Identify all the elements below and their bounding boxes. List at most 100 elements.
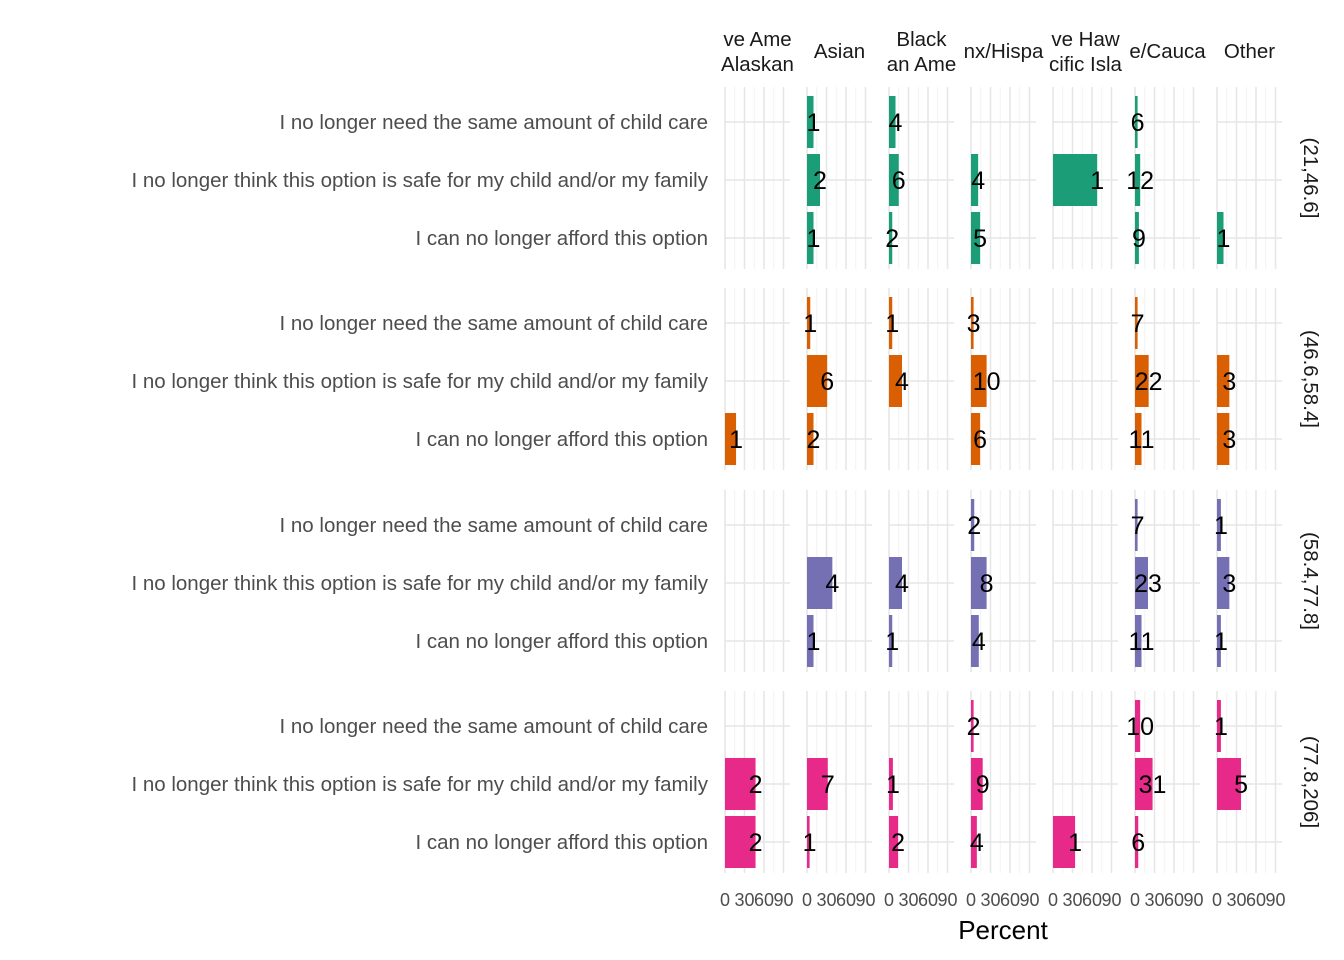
data-label: 1 [807,225,821,253]
data-label: 1 [807,628,821,656]
bar [971,413,981,465]
x-tick-label: 60 [1000,890,1020,910]
data-label: 8 [980,570,994,598]
x-tick-label: 90 [937,890,957,910]
bar [889,355,902,407]
bar [1135,413,1142,465]
x-tick-label: 90 [1265,890,1285,910]
data-label: 10 [973,368,1001,396]
bar [807,615,814,667]
bar [1135,816,1139,868]
column-strip-label: e/Cauca [1129,40,1206,63]
data-label: 1 [729,426,743,454]
column-strip-label: ve Ame [723,28,791,51]
x-tick-label: 0 [884,890,894,910]
category-label: I no longer need the same amount of chil… [280,715,709,738]
bar [1217,758,1242,810]
row-strip-label: (77.8,206] [1299,736,1322,828]
data-label: 3 [967,310,981,338]
column-strip-label: Alaskan [721,53,794,76]
category-label: I no longer need the same amount of chil… [280,514,709,537]
data-label: 9 [976,771,990,799]
data-label: 9 [1132,225,1146,253]
bar [1135,557,1148,609]
data-label: 4 [972,628,986,656]
x-tick-label: 90 [1183,890,1203,910]
x-tick-label: 60 [918,890,938,910]
data-label: 2 [967,713,981,741]
x-tick-label: 30 [980,890,1000,910]
bar [807,96,814,148]
bar [971,212,981,264]
column-strip-6: e/Cauca [1129,40,1206,63]
bar [1217,355,1230,407]
row-strip-label: (46.6,58.4] [1299,330,1322,428]
data-label: 6 [973,426,987,454]
column-strip-label: Asian [814,40,865,63]
data-label: 4 [825,570,839,598]
data-label: 3 [1222,368,1236,396]
bar [1217,700,1221,752]
x-tick-label: 60 [1164,890,1184,910]
bar [889,557,902,609]
bar [971,816,977,868]
bar [889,212,893,264]
bar [807,297,811,349]
bar [1135,700,1141,752]
x-tick-label: 0 [802,890,812,910]
data-label: 2 [807,426,821,454]
data-label: 22 [1135,368,1163,396]
data-label: 1 [1090,167,1104,195]
data-label: 6 [820,368,834,396]
bar [807,355,828,407]
data-label: 6 [1131,829,1145,857]
data-label: 1 [1214,512,1228,540]
data-label: 2 [813,167,827,195]
data-label: 2 [749,771,763,799]
x-tick-label: 90 [1101,890,1121,910]
data-label: 6 [1131,109,1145,137]
category-label: I can no longer afford this option [415,428,708,451]
bar [1217,499,1221,551]
bar [889,816,899,868]
x-tick-label: 30 [898,890,918,910]
bar [1217,615,1221,667]
bar [889,297,893,349]
bar [1053,154,1098,206]
bar [1135,212,1139,264]
category-label: I no longer think this option is safe fo… [131,370,708,393]
data-label: 1 [1214,713,1228,741]
bar [807,557,833,609]
bar [1135,758,1153,810]
bar [971,557,987,609]
bar [971,499,975,551]
data-label: 12 [1126,167,1154,195]
bar [1217,557,1230,609]
x-tick-label: 60 [754,890,774,910]
bar [1135,355,1149,407]
data-label: 7 [1131,512,1145,540]
category-label: I no longer think this option is safe fo… [131,169,708,192]
bar-layer [725,96,1242,868]
bar [807,212,814,264]
category-label: I no longer need the same amount of chil… [280,312,709,335]
category-label: I can no longer afford this option [415,227,708,250]
bar [807,816,810,868]
x-tick-label: 60 [836,890,856,910]
x-tick-label: 60 [1246,890,1266,910]
data-label: 1 [886,771,900,799]
data-label: 4 [895,570,909,598]
data-label: 31 [1139,771,1167,799]
data-label: 1 [885,310,899,338]
category-label: I no longer think this option is safe fo… [131,773,708,796]
column-strip-4: nx/Hispa [964,40,1044,63]
bar [889,96,896,148]
column-strip-label: an Ame [887,53,957,76]
row-strip-label: (58.4,77.8] [1299,532,1322,630]
data-label: 5 [973,225,987,253]
data-label: 11 [1129,426,1155,454]
bar [1135,615,1142,667]
